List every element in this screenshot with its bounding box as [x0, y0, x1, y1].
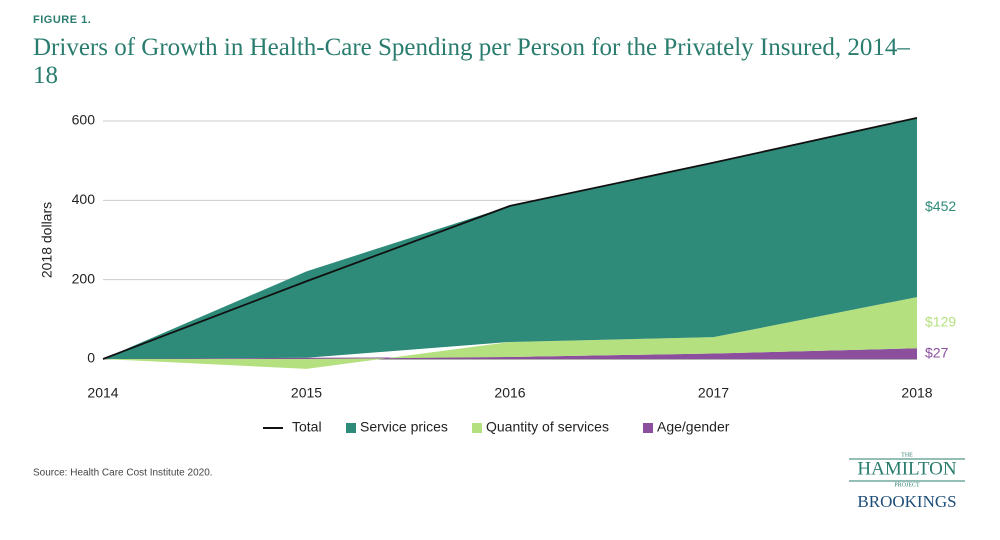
x-tick-label: 2014 — [87, 385, 118, 401]
legend-label: Age/gender — [657, 419, 730, 435]
area — [103, 348, 917, 359]
chart-title: Drivers of Growth in Health-Care Spendin… — [33, 34, 910, 89]
source: Source: Health Care Cost Institute 2020. — [33, 468, 213, 479]
legend-label: Total — [292, 419, 322, 435]
y-tick-label: 200 — [72, 270, 96, 286]
x-tick-label: 2015 — [291, 385, 322, 401]
data-label: $27 — [925, 344, 949, 360]
data-label: $452 — [925, 198, 956, 214]
y-tick-label: 400 — [72, 191, 96, 207]
y-tick-label: 0 — [87, 350, 95, 366]
legend-swatch — [643, 423, 653, 433]
area — [103, 117, 917, 360]
legend-label: Service prices — [360, 419, 448, 435]
x-tick-label: 2016 — [494, 385, 525, 401]
logo-project: PROJECT — [894, 482, 920, 488]
legend-swatch — [346, 423, 356, 433]
y-tick-label: 600 — [72, 112, 96, 128]
logo-hamilton: HAMILTON — [857, 458, 957, 479]
logo-brookings: BROOKINGS — [857, 492, 956, 511]
line — [102, 116, 918, 360]
area — [103, 297, 917, 369]
x-tick-label: 2018 — [901, 385, 932, 401]
logo: THE HAMILTON PROJECT BROOKINGS — [849, 452, 965, 511]
legend-label: Quantity of services — [486, 419, 609, 435]
logo-the: THE — [901, 452, 913, 458]
x-tick-label: 2017 — [698, 385, 729, 401]
y-axis-label: 2018 dollars — [39, 202, 55, 278]
legend-swatch — [472, 423, 482, 433]
data-label: $129 — [925, 313, 956, 329]
figure-label: FIGURE 1. — [33, 14, 92, 26]
